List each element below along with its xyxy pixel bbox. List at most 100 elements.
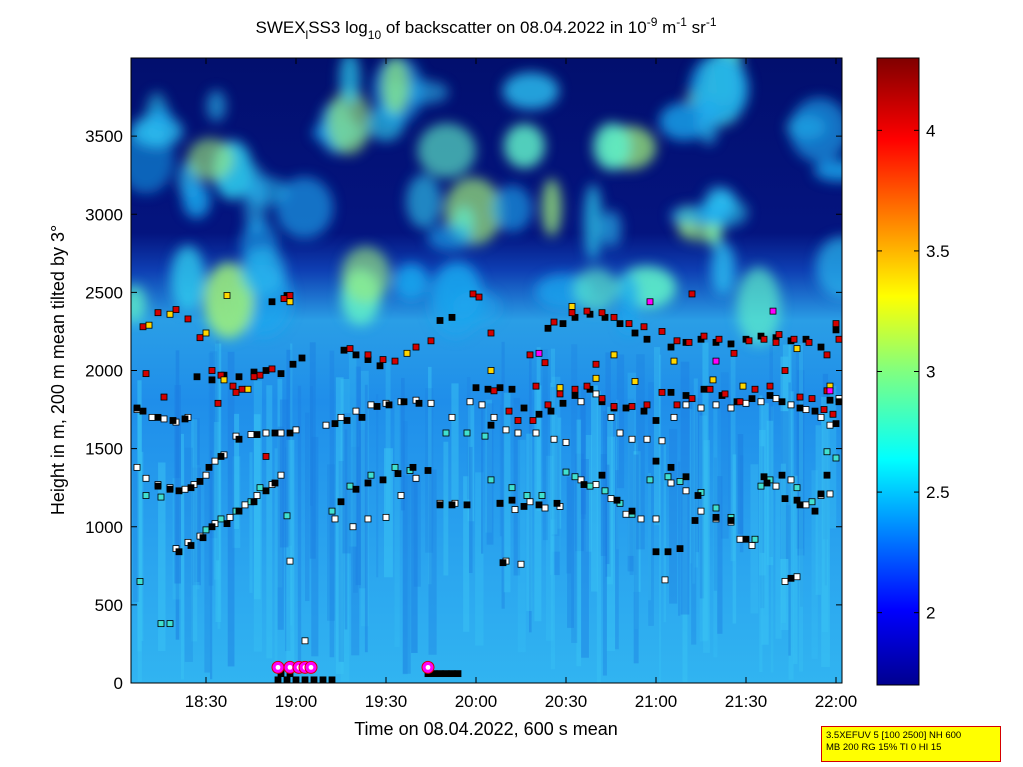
heatmap-streak	[616, 399, 619, 550]
layer-marker	[487, 367, 495, 374]
layer-marker	[169, 417, 177, 424]
heatmap-streak	[394, 399, 400, 648]
heatmap-streak	[702, 342, 709, 641]
layer-marker	[487, 329, 495, 337]
layer-marker	[544, 401, 552, 409]
layer-marker	[559, 320, 567, 328]
layer-marker	[514, 417, 522, 424]
heatmap-streak	[730, 345, 736, 562]
layer-marker	[352, 407, 360, 415]
layer-marker	[241, 501, 249, 509]
layer-marker	[268, 365, 276, 373]
heatmap-streak	[286, 439, 295, 669]
layer-marker	[652, 548, 660, 556]
layer-marker	[274, 676, 282, 683]
layer-marker	[826, 387, 834, 395]
layer-marker	[787, 476, 795, 484]
heatmap-streak	[713, 457, 718, 591]
heatmap-aerosol-patches	[131, 58, 842, 346]
colorbar-tick-label: 3.5	[926, 242, 950, 261]
layer-marker	[562, 468, 570, 476]
heatmap-streak	[693, 378, 698, 568]
layer-marker	[442, 429, 450, 437]
layer-marker	[592, 390, 600, 398]
layer-marker	[337, 413, 345, 421]
layer-marker	[760, 335, 768, 343]
layer-marker	[262, 367, 270, 374]
heatmap-streak	[633, 454, 639, 664]
layer-marker	[427, 337, 435, 345]
heatmap-streak	[137, 380, 142, 652]
heatmap-streak	[196, 465, 200, 590]
heatmap-streak	[133, 468, 139, 602]
aerosol-patch	[813, 159, 842, 182]
layer-marker	[763, 479, 771, 487]
layer-marker	[751, 385, 759, 393]
layer-marker	[271, 429, 279, 437]
layer-marker	[835, 398, 842, 406]
heatmap-streak	[695, 398, 699, 553]
layer-marker	[499, 559, 507, 567]
heatmap-streak	[605, 464, 610, 565]
y-tick-label: 1500	[85, 440, 123, 459]
layer-markers	[133, 290, 842, 683]
layer-marker	[556, 390, 564, 398]
heatmap-streak	[340, 378, 350, 682]
layer-marker	[667, 388, 675, 396]
heatmap-streak	[699, 415, 708, 642]
layer-marker	[448, 413, 456, 421]
heatmap-streak	[360, 370, 369, 627]
layer-marker	[610, 403, 618, 410]
info-line-2: MB 200 RG 15% TI 0 HI 15	[826, 742, 942, 753]
heatmap-streak	[355, 366, 361, 586]
heatmap-streak	[627, 372, 637, 556]
heatmap-streak	[351, 446, 360, 656]
aerosol-patch	[573, 267, 618, 312]
layer-marker	[532, 429, 540, 437]
layer-marker	[277, 471, 285, 479]
layer-marker	[646, 476, 654, 484]
layer-marker	[286, 557, 294, 565]
cloud-base-marker-center	[275, 664, 281, 670]
aerosol-patch	[427, 224, 473, 251]
heatmap-streak	[579, 402, 586, 519]
heatmap-streak	[305, 412, 310, 602]
layer-marker	[424, 467, 432, 474]
heatmap-streak	[580, 386, 587, 515]
aerosol-patch	[669, 205, 730, 226]
x-tick-label: 21:00	[635, 692, 678, 711]
x-tick-label: 21:30	[725, 692, 768, 711]
y-axis-label: Height in m, 200 m mean tilted by 3°	[48, 225, 68, 515]
layer-marker	[766, 382, 774, 390]
heatmap-streak	[140, 451, 144, 642]
layer-marker	[367, 471, 375, 479]
layer-marker	[217, 453, 225, 460]
layer-marker	[514, 429, 522, 437]
layer-marker	[331, 420, 339, 428]
heatmap-streak	[713, 404, 718, 658]
layer-marker	[781, 578, 789, 585]
heatmap-streak	[191, 419, 198, 642]
layer-marker	[667, 343, 675, 351]
layer-marker	[136, 578, 144, 585]
layer-marker	[583, 382, 591, 390]
layer-marker	[403, 349, 411, 357]
heatmap-streak	[217, 371, 221, 629]
heatmap-streak	[158, 462, 166, 651]
layer-marker	[502, 426, 510, 434]
layer-marker	[700, 385, 708, 393]
aerosol-patch	[435, 261, 482, 321]
layer-marker	[154, 413, 162, 421]
heatmap-streak	[536, 347, 541, 511]
layer-marker	[628, 507, 636, 515]
layer-marker	[301, 676, 309, 683]
layer-marker	[175, 487, 183, 495]
layer-marker	[820, 406, 828, 413]
layer-marker	[640, 407, 648, 415]
layer-marker	[601, 487, 609, 495]
heatmap-streak	[717, 476, 723, 634]
layer-marker	[187, 484, 195, 492]
layer-marker	[583, 307, 591, 315]
layer-marker	[187, 542, 195, 549]
layer-marker	[208, 523, 216, 531]
